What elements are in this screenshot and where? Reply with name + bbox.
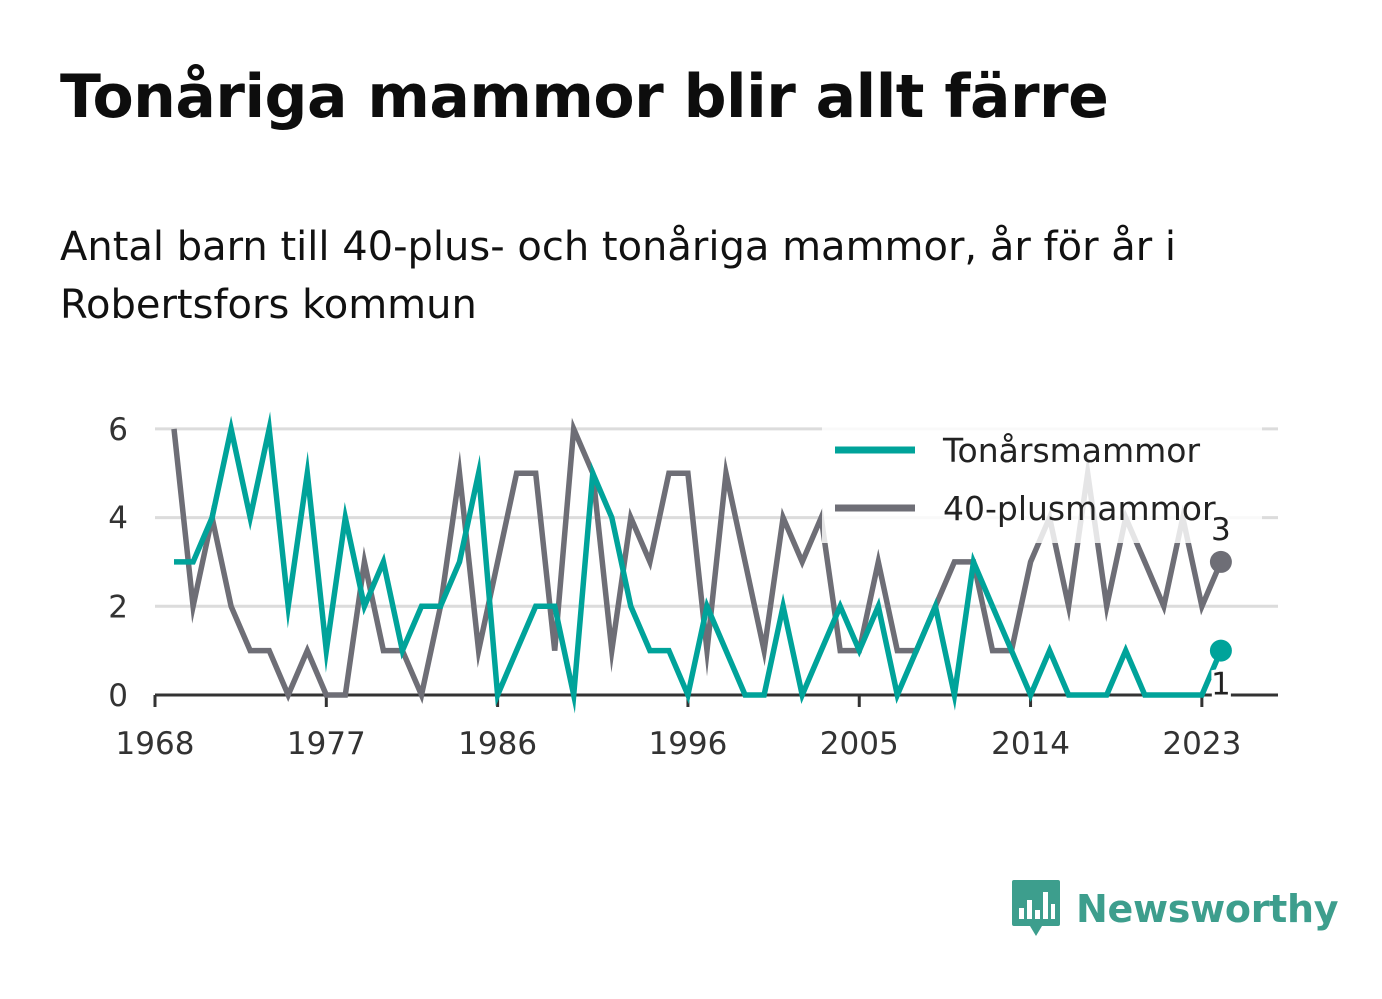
legend: Tonårsmammor 40-plusmammor: [822, 425, 1262, 543]
legend-background: [822, 425, 1262, 543]
x-tick-label: 1968: [116, 726, 195, 762]
legend-label: Tonårsmammor: [942, 431, 1200, 470]
brand-name: Newsworthy: [1076, 887, 1339, 931]
x-tick-label: 2014: [991, 726, 1070, 762]
chart-subtitle: Antal barn till 40-plus- och tonåriga ma…: [60, 224, 1177, 328]
x-tick-label: 1986: [458, 726, 537, 762]
end-value-label: 3: [1211, 512, 1231, 548]
y-tick-label: 0: [108, 678, 128, 714]
y-tick-label: 6: [108, 412, 128, 448]
newsworthy-bar-chart-icon: [1012, 880, 1060, 936]
end-point-marker: [1209, 639, 1232, 662]
x-tick-label: 1996: [648, 726, 727, 762]
x-tick-label: 1977: [287, 726, 366, 762]
series-tonarsmammor: [174, 411, 1224, 714]
chart-title: Tonåriga mammor blir allt färre: [60, 62, 1109, 132]
y-tick-label: 2: [108, 589, 128, 625]
x-tick-label: 2005: [820, 726, 899, 762]
end-point-marker: [1209, 550, 1232, 573]
y-tick-label: 4: [108, 501, 128, 537]
series-line: [174, 411, 1224, 714]
legend-label: 40-plusmammor: [943, 489, 1216, 528]
brand-logo: Newsworthy: [1010, 878, 1339, 940]
x-tick-label: 2023: [1162, 726, 1241, 762]
end-value-label: 1: [1211, 667, 1231, 703]
line-chart: 0 2 4 6 1968 1977 1986 1996 2005 2014 2023 Tonårsma…: [108, 411, 1278, 762]
